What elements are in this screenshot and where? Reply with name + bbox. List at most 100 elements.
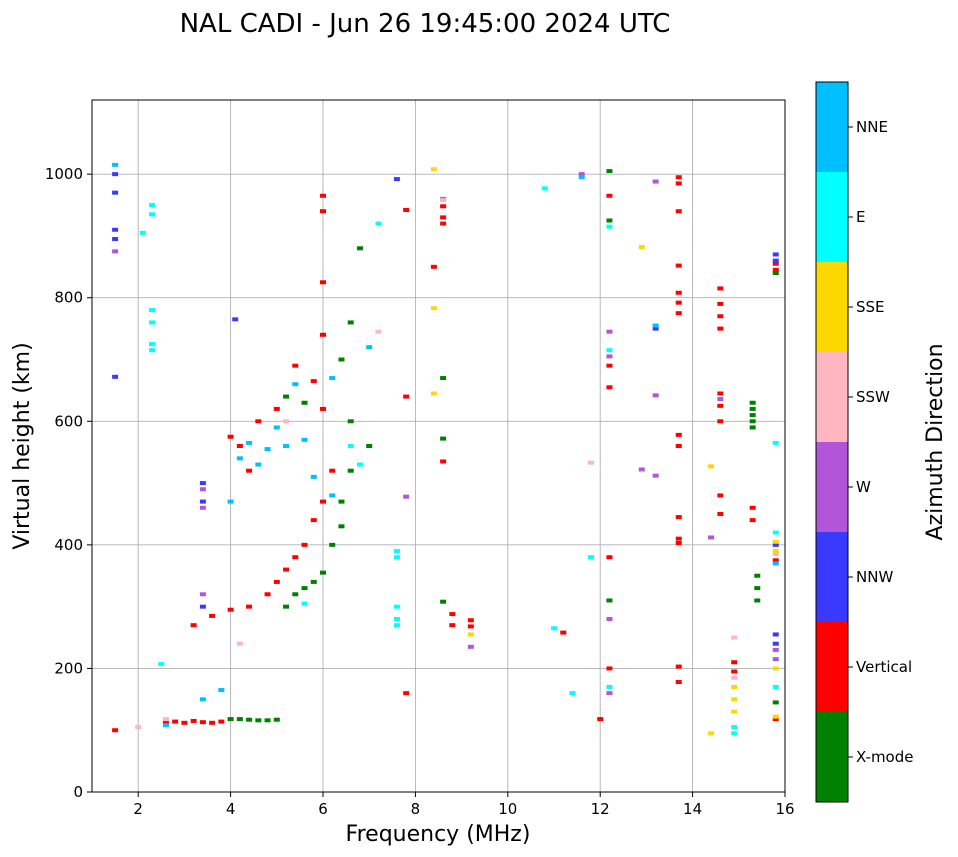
data-point bbox=[675, 515, 682, 520]
data-point bbox=[606, 169, 613, 174]
data-point bbox=[772, 261, 779, 266]
data-point bbox=[772, 271, 779, 275]
series-sse bbox=[430, 167, 779, 736]
data-point bbox=[292, 382, 299, 387]
data-point bbox=[717, 493, 724, 498]
data-point bbox=[606, 348, 613, 353]
data-point bbox=[112, 249, 119, 254]
data-point bbox=[246, 440, 253, 445]
data-point bbox=[551, 626, 557, 631]
data-point bbox=[749, 413, 756, 418]
data-point bbox=[652, 179, 659, 184]
data-point bbox=[149, 320, 156, 325]
data-point bbox=[606, 684, 613, 689]
data-point bbox=[772, 539, 779, 544]
data-point bbox=[112, 190, 119, 195]
data-point bbox=[273, 425, 280, 430]
data-point bbox=[162, 723, 169, 728]
data-point bbox=[440, 599, 447, 604]
y-tick-label: 200 bbox=[54, 659, 83, 677]
grid-lines bbox=[92, 100, 786, 793]
data-point bbox=[292, 555, 299, 560]
data-point bbox=[264, 592, 271, 597]
colorbar: X-mode Vertical NNW W SSW SSE E NNE bbox=[815, 81, 913, 803]
x-axis-label: Frequency (MHz) bbox=[346, 822, 531, 847]
x-tick-label: 16 bbox=[775, 800, 794, 818]
data-point bbox=[292, 363, 299, 368]
data-point bbox=[652, 323, 659, 328]
data-point bbox=[218, 688, 225, 693]
colorbar-tick-label: SSE bbox=[856, 298, 885, 316]
data-point bbox=[209, 720, 216, 725]
y-axis-ticks: 0 200 400 600 800 1000 bbox=[45, 165, 92, 801]
data-point bbox=[273, 406, 280, 411]
data-point bbox=[717, 286, 724, 291]
colorbar-tick-label: W bbox=[856, 478, 871, 496]
data-point bbox=[731, 675, 738, 680]
colorbar-segment bbox=[816, 712, 848, 802]
data-point bbox=[430, 264, 437, 269]
data-point bbox=[675, 300, 682, 305]
data-point bbox=[541, 186, 548, 191]
data-point bbox=[754, 573, 761, 578]
data-point bbox=[675, 432, 682, 437]
chart-title: NAL CADI - Jun 26 19:45:00 2024 UTC bbox=[180, 9, 671, 39]
data-point bbox=[440, 459, 447, 464]
data-point bbox=[283, 419, 290, 424]
data-point bbox=[467, 618, 474, 623]
data-point bbox=[149, 348, 156, 353]
data-point bbox=[731, 709, 738, 714]
data-point bbox=[449, 623, 456, 628]
data-point bbox=[199, 697, 206, 702]
colorbar-tick-label: Vertical bbox=[856, 658, 912, 676]
data-point bbox=[440, 221, 447, 226]
data-point bbox=[606, 218, 613, 223]
data-point bbox=[606, 193, 613, 198]
data-point bbox=[356, 462, 363, 467]
series-nnw bbox=[112, 172, 779, 646]
data-point bbox=[347, 320, 354, 325]
data-point bbox=[772, 717, 779, 722]
data-point bbox=[772, 252, 779, 257]
data-point bbox=[675, 444, 682, 448]
data-point bbox=[440, 198, 447, 203]
x-tick-label: 14 bbox=[683, 800, 702, 818]
data-point bbox=[430, 306, 437, 311]
data-point bbox=[347, 468, 354, 473]
data-point bbox=[403, 207, 410, 212]
data-point bbox=[310, 518, 317, 523]
colorbar-tick-label: NNW bbox=[856, 568, 893, 586]
data-point bbox=[393, 604, 400, 609]
data-point bbox=[283, 604, 290, 609]
data-point bbox=[675, 175, 682, 180]
data-point bbox=[227, 434, 234, 439]
data-point bbox=[749, 425, 756, 430]
data-point bbox=[606, 224, 613, 229]
data-point bbox=[199, 592, 206, 597]
data-point bbox=[236, 641, 243, 646]
data-point bbox=[149, 308, 156, 313]
data-point bbox=[675, 536, 682, 541]
data-point bbox=[638, 467, 645, 472]
data-point bbox=[393, 177, 400, 182]
data-point bbox=[606, 555, 613, 560]
data-point bbox=[675, 541, 682, 546]
data-point bbox=[772, 552, 779, 557]
data-point bbox=[301, 586, 308, 591]
data-point bbox=[273, 579, 280, 584]
x-tick-label: 12 bbox=[591, 800, 610, 818]
data-point bbox=[731, 731, 738, 736]
data-point bbox=[255, 419, 262, 424]
colorbar-tick-label: E bbox=[856, 208, 865, 226]
data-point bbox=[708, 464, 715, 469]
data-point bbox=[375, 221, 382, 226]
data-point bbox=[754, 586, 761, 591]
data-point bbox=[310, 579, 317, 584]
data-point bbox=[199, 505, 206, 510]
data-point bbox=[112, 374, 119, 379]
colorbar-segment bbox=[816, 82, 848, 172]
data-point bbox=[772, 258, 779, 263]
data-point bbox=[347, 444, 354, 448]
data-point bbox=[255, 718, 262, 723]
